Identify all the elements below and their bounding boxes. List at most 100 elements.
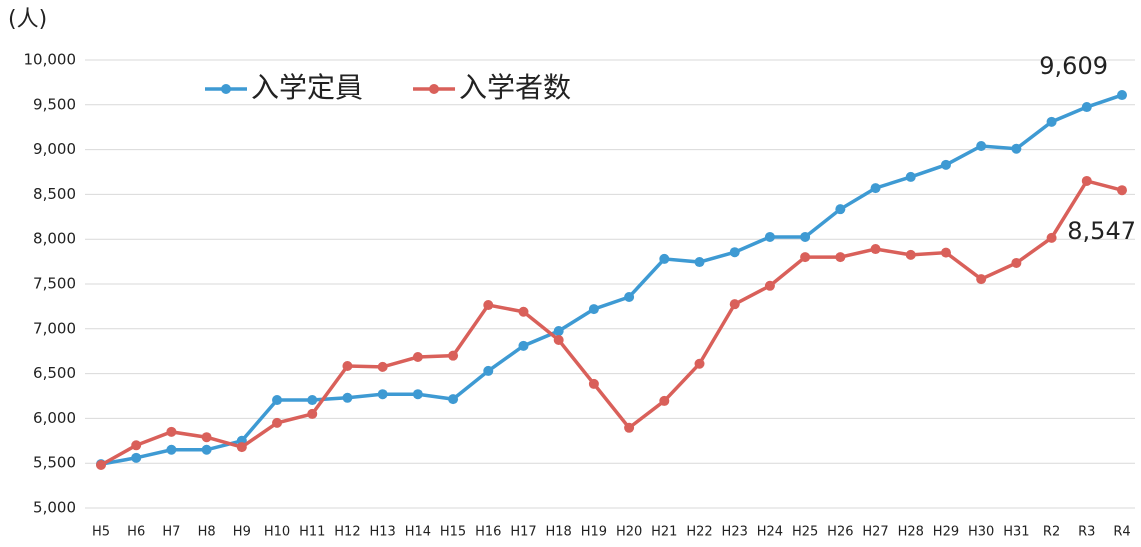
data-point — [1046, 116, 1057, 127]
x-tick-label: H17 — [510, 525, 536, 540]
data-point — [659, 395, 670, 406]
x-tick-label: H21 — [651, 525, 677, 540]
x-tick-label: H23 — [722, 525, 748, 540]
data-point — [236, 442, 247, 453]
data-point — [729, 299, 740, 310]
data-point — [588, 378, 599, 389]
data-point — [131, 440, 142, 451]
data-point — [1117, 90, 1127, 101]
y-tick-label: 9,500 — [33, 95, 76, 113]
y-tick-label: 5,500 — [33, 454, 76, 472]
data-point — [201, 432, 212, 443]
x-tick-label: H27 — [862, 525, 888, 540]
y-tick-label: 5,000 — [33, 499, 76, 517]
y-tick-label: 7,500 — [33, 275, 76, 293]
x-tick-label: H10 — [264, 525, 290, 540]
y-tick-label: 10,000 — [24, 51, 77, 69]
data-point — [905, 249, 916, 260]
x-tick-label: H7 — [162, 525, 180, 540]
data-point — [131, 452, 142, 463]
x-tick-label: H9 — [233, 525, 251, 540]
x-tick-label: H12 — [334, 525, 360, 540]
x-tick-label: H25 — [792, 525, 818, 540]
data-label: 8,547 — [1067, 217, 1136, 245]
data-point — [659, 253, 670, 264]
data-point — [166, 444, 177, 455]
data-point — [800, 252, 811, 263]
y-tick-label: 8,500 — [33, 185, 76, 203]
x-tick-label: H28 — [898, 525, 924, 540]
y-axis-unit: (人) — [8, 7, 47, 32]
data-point — [272, 395, 283, 406]
x-tick-label: H31 — [1003, 525, 1029, 540]
data-point — [96, 459, 106, 470]
data-point — [1046, 232, 1057, 243]
data-point — [448, 350, 459, 361]
data-point — [166, 426, 177, 437]
x-tick-label: R3 — [1078, 525, 1095, 540]
data-point — [1011, 143, 1022, 154]
data-point — [624, 422, 635, 433]
data-point — [694, 257, 705, 268]
y-tick-label: 8,000 — [33, 230, 76, 248]
x-tick-label: H6 — [127, 525, 145, 540]
x-tick-label: H26 — [827, 525, 853, 540]
x-tick-label: H24 — [757, 525, 783, 540]
data-point — [976, 274, 987, 285]
data-point — [940, 247, 951, 258]
y-tick-label: 7,000 — [33, 319, 76, 337]
x-tick-label: H29 — [933, 525, 959, 540]
x-tick-label: H20 — [616, 525, 642, 540]
x-tick-label: H13 — [369, 525, 395, 540]
x-tick-label: H22 — [686, 525, 712, 540]
data-point — [694, 358, 705, 369]
data-point — [483, 365, 494, 376]
data-point — [1081, 175, 1092, 186]
y-tick-label: 6,500 — [33, 364, 76, 382]
legend-label: 入学定員 — [251, 71, 363, 104]
data-point — [518, 340, 529, 351]
data-point — [870, 244, 881, 255]
x-tick-label: H11 — [299, 525, 325, 540]
data-point — [448, 394, 459, 405]
data-point — [377, 361, 388, 372]
data-point — [870, 183, 881, 194]
data-point — [835, 252, 846, 263]
data-point — [553, 335, 564, 345]
data-point — [764, 231, 775, 242]
data-point — [1011, 257, 1022, 268]
data-point — [835, 204, 846, 215]
data-point — [483, 300, 494, 311]
data-point — [976, 141, 987, 152]
x-tick-label: H16 — [475, 525, 501, 540]
y-tick-label: 6,000 — [33, 409, 76, 427]
data-point — [412, 389, 423, 400]
x-tick-label: H30 — [968, 525, 994, 540]
data-point — [940, 159, 951, 170]
data-point — [764, 280, 775, 291]
series-line — [100, 178, 1123, 467]
data-point — [307, 395, 318, 406]
data-point — [553, 326, 564, 337]
data-point — [624, 291, 635, 302]
data-point — [518, 306, 529, 317]
legend-label: 入学者数 — [459, 71, 571, 104]
series-line — [100, 93, 1123, 466]
data-point — [729, 247, 740, 258]
legend-marker — [429, 84, 440, 94]
y-tick-label: 9,000 — [33, 140, 76, 158]
x-tick-label: H8 — [198, 525, 216, 540]
data-point — [377, 389, 388, 400]
data-point — [201, 444, 212, 455]
data-point — [905, 171, 916, 182]
data-point — [412, 352, 423, 363]
data-label: 9,609 — [1039, 52, 1108, 80]
data-point — [588, 304, 599, 315]
data-point — [800, 231, 811, 242]
data-point — [1117, 185, 1127, 196]
x-tick-label: H15 — [440, 525, 466, 540]
data-point — [342, 392, 353, 403]
data-point — [307, 408, 318, 419]
data-point — [272, 417, 283, 428]
